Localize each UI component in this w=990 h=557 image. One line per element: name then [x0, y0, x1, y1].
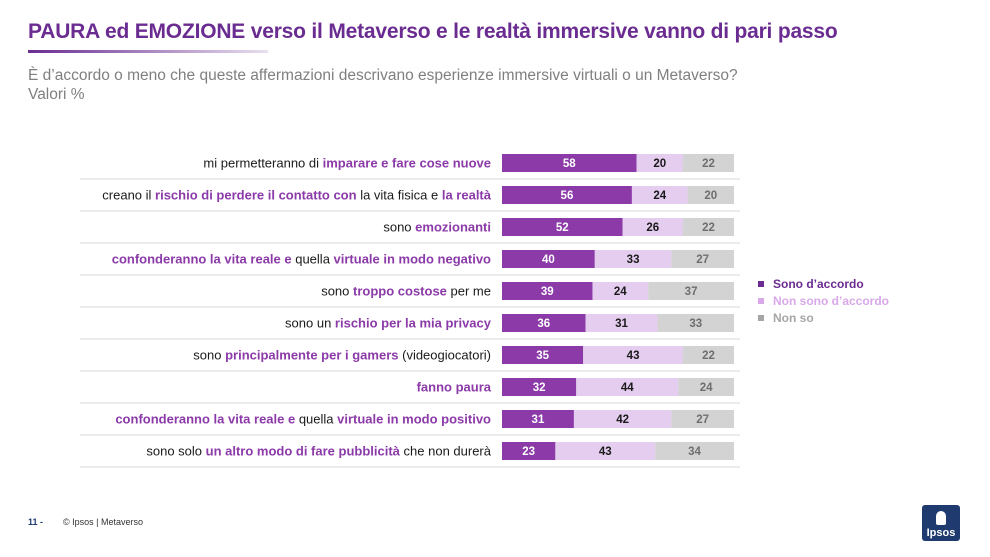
bar-segment — [594, 250, 672, 268]
data-label: 27 — [696, 414, 709, 426]
category-label: fanno paura — [417, 380, 492, 395]
data-label: 22 — [702, 158, 715, 170]
data-label: 24 — [614, 286, 627, 298]
data-label: 56 — [561, 190, 574, 202]
data-label: 40 — [542, 254, 555, 266]
chart-legend: Sono d’accordo Non sono d’accordo Non so — [758, 275, 889, 326]
legend-label: Non so — [773, 310, 814, 325]
data-label: 24 — [700, 382, 713, 394]
data-label: 31 — [532, 414, 545, 426]
category-label: creano il rischio di perdere il contatto… — [102, 188, 491, 203]
footer: 11 - © Ipsos | Metaverso — [28, 517, 143, 527]
data-label: 42 — [616, 414, 629, 426]
data-label: 22 — [702, 222, 715, 234]
data-label: 20 — [653, 158, 666, 170]
copyright: © Ipsos | Metaverso — [63, 517, 144, 527]
data-label: 52 — [556, 222, 569, 234]
bar-segment — [592, 282, 649, 300]
category-label: sono troppo costose per me — [321, 284, 491, 299]
bar-segment — [555, 442, 656, 460]
bar-segment — [502, 378, 577, 396]
data-label: 44 — [621, 382, 634, 394]
legend-label: Non sono d’accordo — [773, 293, 890, 308]
data-label: 43 — [599, 446, 612, 458]
bar-segment — [502, 250, 595, 268]
ipsos-logo: Ipsos — [922, 505, 960, 541]
logo-text: Ipsos — [926, 527, 956, 539]
data-label: 33 — [627, 254, 640, 266]
bar-segment — [502, 410, 574, 428]
data-label: 31 — [615, 318, 628, 330]
bar-segment — [502, 282, 593, 300]
data-label: 39 — [541, 286, 554, 298]
legend-item: Non so — [758, 309, 889, 326]
bar-segment — [502, 218, 623, 236]
question-text: È d’accordo o meno che queste affermazio… — [28, 67, 738, 84]
data-label: 37 — [685, 286, 698, 298]
data-label: 33 — [689, 318, 702, 330]
data-label: 43 — [627, 350, 640, 362]
bar-segment — [671, 410, 734, 428]
data-label: 34 — [688, 446, 701, 458]
bar-segment — [657, 314, 734, 332]
bar-segment — [502, 186, 632, 204]
category-label: confonderanno la vita reale e quella vir… — [112, 252, 491, 267]
bar-segment — [671, 250, 734, 268]
bar-segment — [576, 378, 679, 396]
logo-mark-icon — [936, 511, 946, 525]
category-label: sono solo un altro modo di fare pubblici… — [146, 444, 491, 459]
data-label: 35 — [536, 350, 549, 362]
data-label: 32 — [533, 382, 546, 394]
bar-segment — [648, 282, 734, 300]
bar-segment — [622, 218, 683, 236]
unit-label: Valori % — [28, 86, 85, 103]
category-label: sono un rischio per la mia privacy — [285, 316, 492, 331]
legend-swatch — [758, 297, 764, 304]
data-label: 23 — [522, 446, 535, 458]
legend-swatch — [758, 314, 764, 321]
data-label: 27 — [696, 254, 709, 266]
legend-item: Non sono d’accordo — [758, 292, 889, 309]
bar-segment — [682, 154, 734, 172]
legend-label: Sono d’accordo — [773, 276, 864, 291]
data-label: 20 — [704, 190, 717, 202]
bar-segment — [682, 346, 734, 364]
bar-segment — [687, 186, 734, 204]
data-label: 24 — [653, 190, 666, 202]
data-label: 26 — [646, 222, 659, 234]
bar-segment — [502, 442, 556, 460]
page-number: 11 - — [28, 517, 44, 527]
bar-segment — [583, 346, 683, 364]
bar-segment — [636, 154, 683, 172]
data-label: 36 — [537, 318, 550, 330]
legend-swatch — [758, 280, 764, 287]
category-label: mi permetteranno di imparare e fare cose… — [203, 156, 491, 171]
bar-segment — [585, 314, 658, 332]
title-underline — [28, 50, 268, 53]
bar-segment — [502, 314, 586, 332]
bar-segment — [678, 378, 734, 396]
data-label: 22 — [702, 350, 715, 362]
bar-segment — [573, 410, 672, 428]
data-label: 58 — [563, 158, 576, 170]
bar-segment — [655, 442, 734, 460]
bar-segment — [502, 346, 584, 364]
bar-segment — [631, 186, 688, 204]
category-label: confonderanno la vita reale e quella vir… — [115, 412, 491, 427]
legend-item: Sono d’accordo — [758, 275, 889, 292]
bar-segment — [502, 154, 637, 172]
category-label: sono principalmente per i gamers (videog… — [193, 348, 491, 363]
bar-segment — [682, 218, 734, 236]
page-title: PAURA ed EMOZIONE verso il Metaverso e l… — [28, 20, 838, 43]
category-label: sono emozionanti — [383, 220, 491, 235]
